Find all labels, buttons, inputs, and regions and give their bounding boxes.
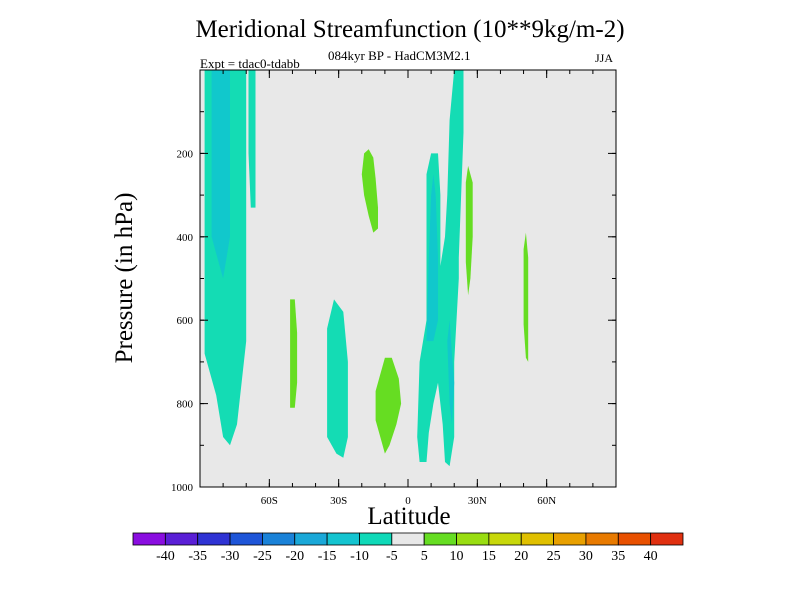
colorbar-box-8 — [391, 532, 425, 546]
colorbar-label: -30 — [221, 549, 240, 564]
x-tick-label: 0 — [405, 495, 411, 507]
x-tick-label: 60N — [537, 495, 556, 507]
chart-title: Meridional Streamfunction (10**9kg/m-2) — [195, 16, 625, 43]
colorbar-label: 30 — [579, 549, 593, 564]
season-label: JJA — [595, 51, 614, 65]
colorbar-label: -20 — [285, 549, 304, 564]
colorbar-box-7 — [359, 532, 393, 546]
colorbar-label: 40 — [644, 549, 658, 564]
colorbar-box-3 — [229, 532, 263, 546]
colorbar-box-5 — [294, 532, 328, 546]
y-tick-label: 1000 — [171, 482, 194, 494]
y-tick-label: 600 — [177, 315, 194, 327]
colorbar-label: -25 — [253, 549, 272, 564]
contour-region-2 — [211, 70, 230, 279]
contour-region-5 — [426, 174, 438, 342]
colorbar-label: 35 — [611, 549, 625, 564]
plot-background — [200, 70, 616, 487]
colorbar-box-13 — [553, 532, 587, 546]
colorbar-box-1 — [164, 532, 199, 546]
contour-region-3 — [327, 299, 348, 458]
colorbar-box-0 — [132, 532, 166, 546]
colorbar-box-10 — [456, 532, 490, 546]
axes: 60S 30S 0 30N 60N 200 400 600 800 1000 — [171, 69, 617, 507]
colorbar-box-14 — [585, 532, 619, 546]
colorbar-box-12 — [520, 532, 554, 546]
x-tick-label: 30S — [330, 495, 347, 507]
colorbar-box-9 — [423, 532, 457, 546]
colorbar-label: 5 — [421, 549, 428, 564]
contour-region-1 — [248, 70, 256, 208]
contour-region-10 — [465, 165, 473, 296]
chart-subtitle: 084kyr BP - HadCM3M2.1 — [328, 48, 471, 63]
colorbar-label: -40 — [156, 549, 175, 564]
y-tick-label: 400 — [177, 232, 194, 244]
colorbar-box-15 — [617, 532, 652, 546]
x-axis-label: Latitude — [367, 503, 451, 530]
colorbar-label: 25 — [547, 549, 561, 564]
y-tick-label: 200 — [177, 148, 194, 160]
colorbar-label: -10 — [350, 549, 369, 564]
y-tick-label: 800 — [177, 399, 194, 411]
colorbar-label: 10 — [450, 549, 464, 564]
colorbar-box-2 — [197, 532, 231, 546]
x-tick-label: 60S — [261, 495, 278, 507]
colorbar-box-4 — [262, 532, 296, 546]
colorbar-box-16 — [650, 532, 684, 546]
colorbar-box-6 — [326, 532, 360, 546]
colorbar-label: -35 — [188, 549, 207, 564]
contour-region-9 — [375, 357, 402, 454]
colorbar-label: -15 — [318, 549, 337, 564]
x-tick-label: 30N — [468, 495, 487, 507]
plot-area — [200, 70, 616, 487]
experiment-label: Expt = tdac0-tdabb — [200, 56, 300, 71]
colorbar: -40 -35 -30 -25 -20 -15 -10 -5 5 10 15 20 25 30 35 40 — [132, 532, 684, 564]
colorbar-label: 20 — [514, 549, 528, 564]
contour-region-7 — [361, 149, 378, 233]
colorbar-label: -5 — [386, 549, 398, 564]
colorbar-label: 15 — [482, 549, 496, 564]
contour-region-8 — [290, 299, 298, 408]
contour-region-6 — [447, 320, 455, 425]
colorbar-box-11 — [488, 532, 522, 546]
contour-region-11 — [523, 232, 529, 362]
